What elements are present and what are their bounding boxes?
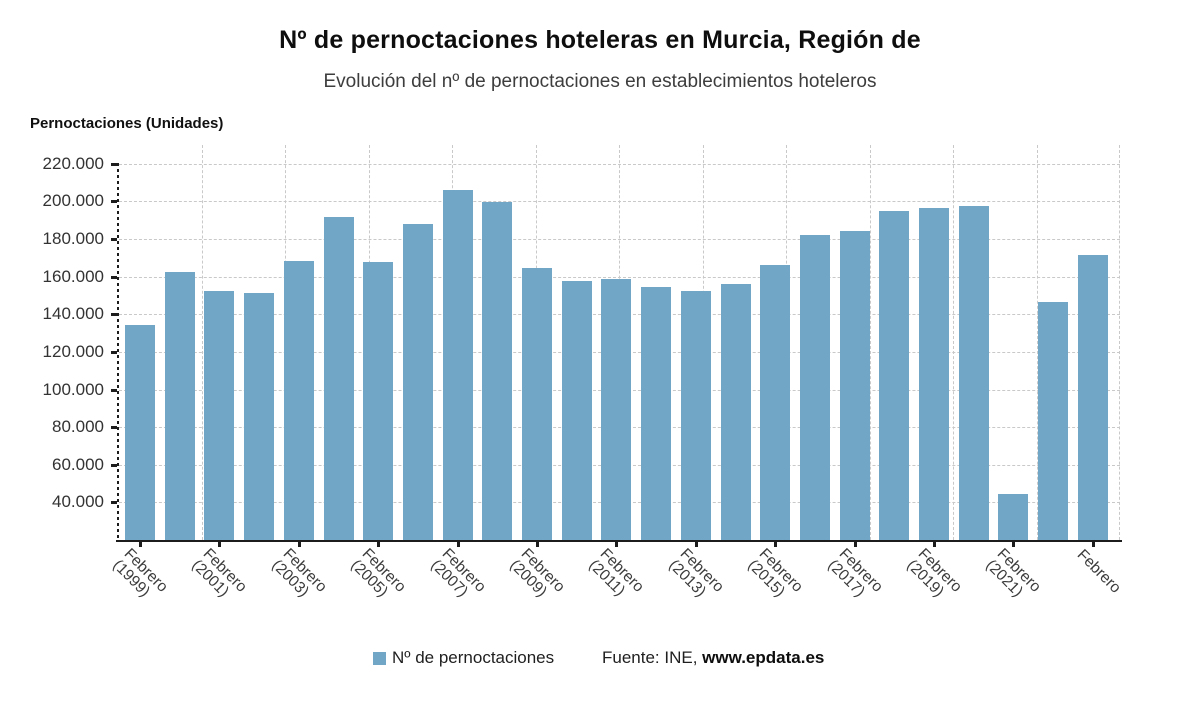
y-axis-tick (111, 200, 117, 204)
y-axis-tick (111, 275, 117, 279)
x-tick-label-text: Febrero (2019) (903, 545, 966, 601)
y-axis-title: Pernoctaciones (Unidades) (30, 115, 224, 132)
y-tick-label: 60.000 (52, 454, 104, 474)
x-tick-label-text: Febrero (2007) (426, 545, 489, 601)
bar-2005 (363, 261, 394, 540)
x-tick-label-text: Febrero (2001) (188, 545, 251, 601)
y-axis-tick (111, 313, 117, 317)
y-axis-tick (111, 388, 117, 392)
x-tick-label-text: Febrero (2021) (982, 545, 1045, 601)
y-axis-tick (111, 162, 117, 166)
bar-2017 (839, 230, 870, 540)
y-tick-label: 120.000 (42, 341, 104, 361)
y-axis-tick (111, 426, 117, 430)
y-tick-label: 160.000 (42, 266, 104, 286)
x-tick-label-text: Febrero (2009) (506, 545, 569, 601)
y-axis-tick (111, 350, 117, 354)
y-axis-tick (111, 501, 117, 505)
source-text: Fuente: INE, www.epdata.es (602, 648, 824, 668)
bar-2006 (402, 224, 433, 540)
y-tick-label: 140.000 (42, 304, 104, 324)
plot-area (111, 145, 1122, 547)
y-tick-label: 100.000 (42, 379, 104, 399)
bar-2020 (958, 206, 989, 540)
bar-2007 (442, 190, 473, 540)
bar-2011 (601, 278, 632, 540)
bar-2022 (1038, 302, 1069, 540)
x-axis-tick (933, 542, 936, 547)
legend-label[interactable]: Nº de pernoctaciones (392, 648, 555, 667)
x-axis-tick (218, 542, 222, 547)
bar-2012 (641, 287, 672, 540)
x-axis-tick (139, 542, 142, 547)
x-tick-label-text: Febrero (2003) (268, 545, 330, 601)
x-axis-tick (853, 542, 857, 547)
y-tick-label: 40.000 (52, 492, 104, 512)
x-tick-label-text: Febrero (1999) (109, 545, 172, 601)
x-axis-tick (456, 542, 460, 547)
y-axis-line (117, 163, 119, 540)
x-axis-tick (774, 542, 778, 547)
x-axis-tick (1012, 542, 1016, 547)
x-axis-tick (297, 542, 301, 547)
bar-2003 (283, 260, 314, 540)
bar-2014 (720, 284, 751, 540)
bar-2023 (1077, 255, 1108, 540)
v-gridline (869, 145, 871, 540)
bar-2000 (164, 271, 195, 540)
v-gridline (201, 145, 203, 540)
v-gridline (1119, 145, 1120, 540)
bar-2004 (323, 217, 354, 540)
y-axis-tick (111, 463, 117, 467)
bar-2010 (561, 281, 592, 540)
x-tick-label-text: Febrero (2011) (585, 545, 648, 600)
x-axis-tick (615, 542, 619, 547)
bar-2015 (760, 265, 791, 540)
x-tick-label-text: Febrero (2005) (347, 545, 410, 601)
x-tick-label-text: Febrero (2017) (823, 545, 886, 601)
y-tick-label: 80.000 (52, 417, 104, 437)
bar-1999 (125, 324, 155, 540)
x-tick-label-text: Febrero (2015) (744, 545, 807, 601)
x-axis-tick (1091, 542, 1095, 547)
legend-swatch[interactable] (373, 652, 386, 665)
bar-2013 (680, 290, 711, 540)
source-prefix: Fuente: INE, (602, 648, 703, 667)
x-axis-line (116, 540, 1122, 542)
x-axis-tick (536, 542, 539, 547)
bar-2016 (799, 235, 830, 540)
x-tick-label-text: Febrero (2013) (665, 545, 727, 601)
y-axis-tick (111, 238, 117, 242)
bar-2002 (244, 292, 275, 540)
y-tick-label: 200.000 (42, 191, 104, 211)
bar-2008 (482, 202, 513, 540)
y-tick-label: 220.000 (42, 153, 104, 173)
chart-subtitle: Evolución del nº de pernoctaciones en es… (323, 71, 877, 92)
x-tick-label-text: Febrero (1073, 546, 1124, 597)
v-gridline (1036, 145, 1038, 540)
x-axis-tick (694, 542, 698, 547)
bar-2021 (998, 493, 1029, 540)
x-axis-tick (377, 542, 381, 547)
v-gridline (953, 145, 954, 540)
source-site-link[interactable]: www.epdata.es (702, 648, 825, 667)
chart-title: Nº de pernoctaciones hoteleras en Murcia… (279, 26, 921, 54)
bar-2009 (522, 268, 552, 540)
bar-2019 (919, 208, 949, 540)
bar-2001 (204, 290, 235, 540)
y-tick-label: 180.000 (42, 229, 104, 249)
bar-2018 (879, 210, 910, 540)
